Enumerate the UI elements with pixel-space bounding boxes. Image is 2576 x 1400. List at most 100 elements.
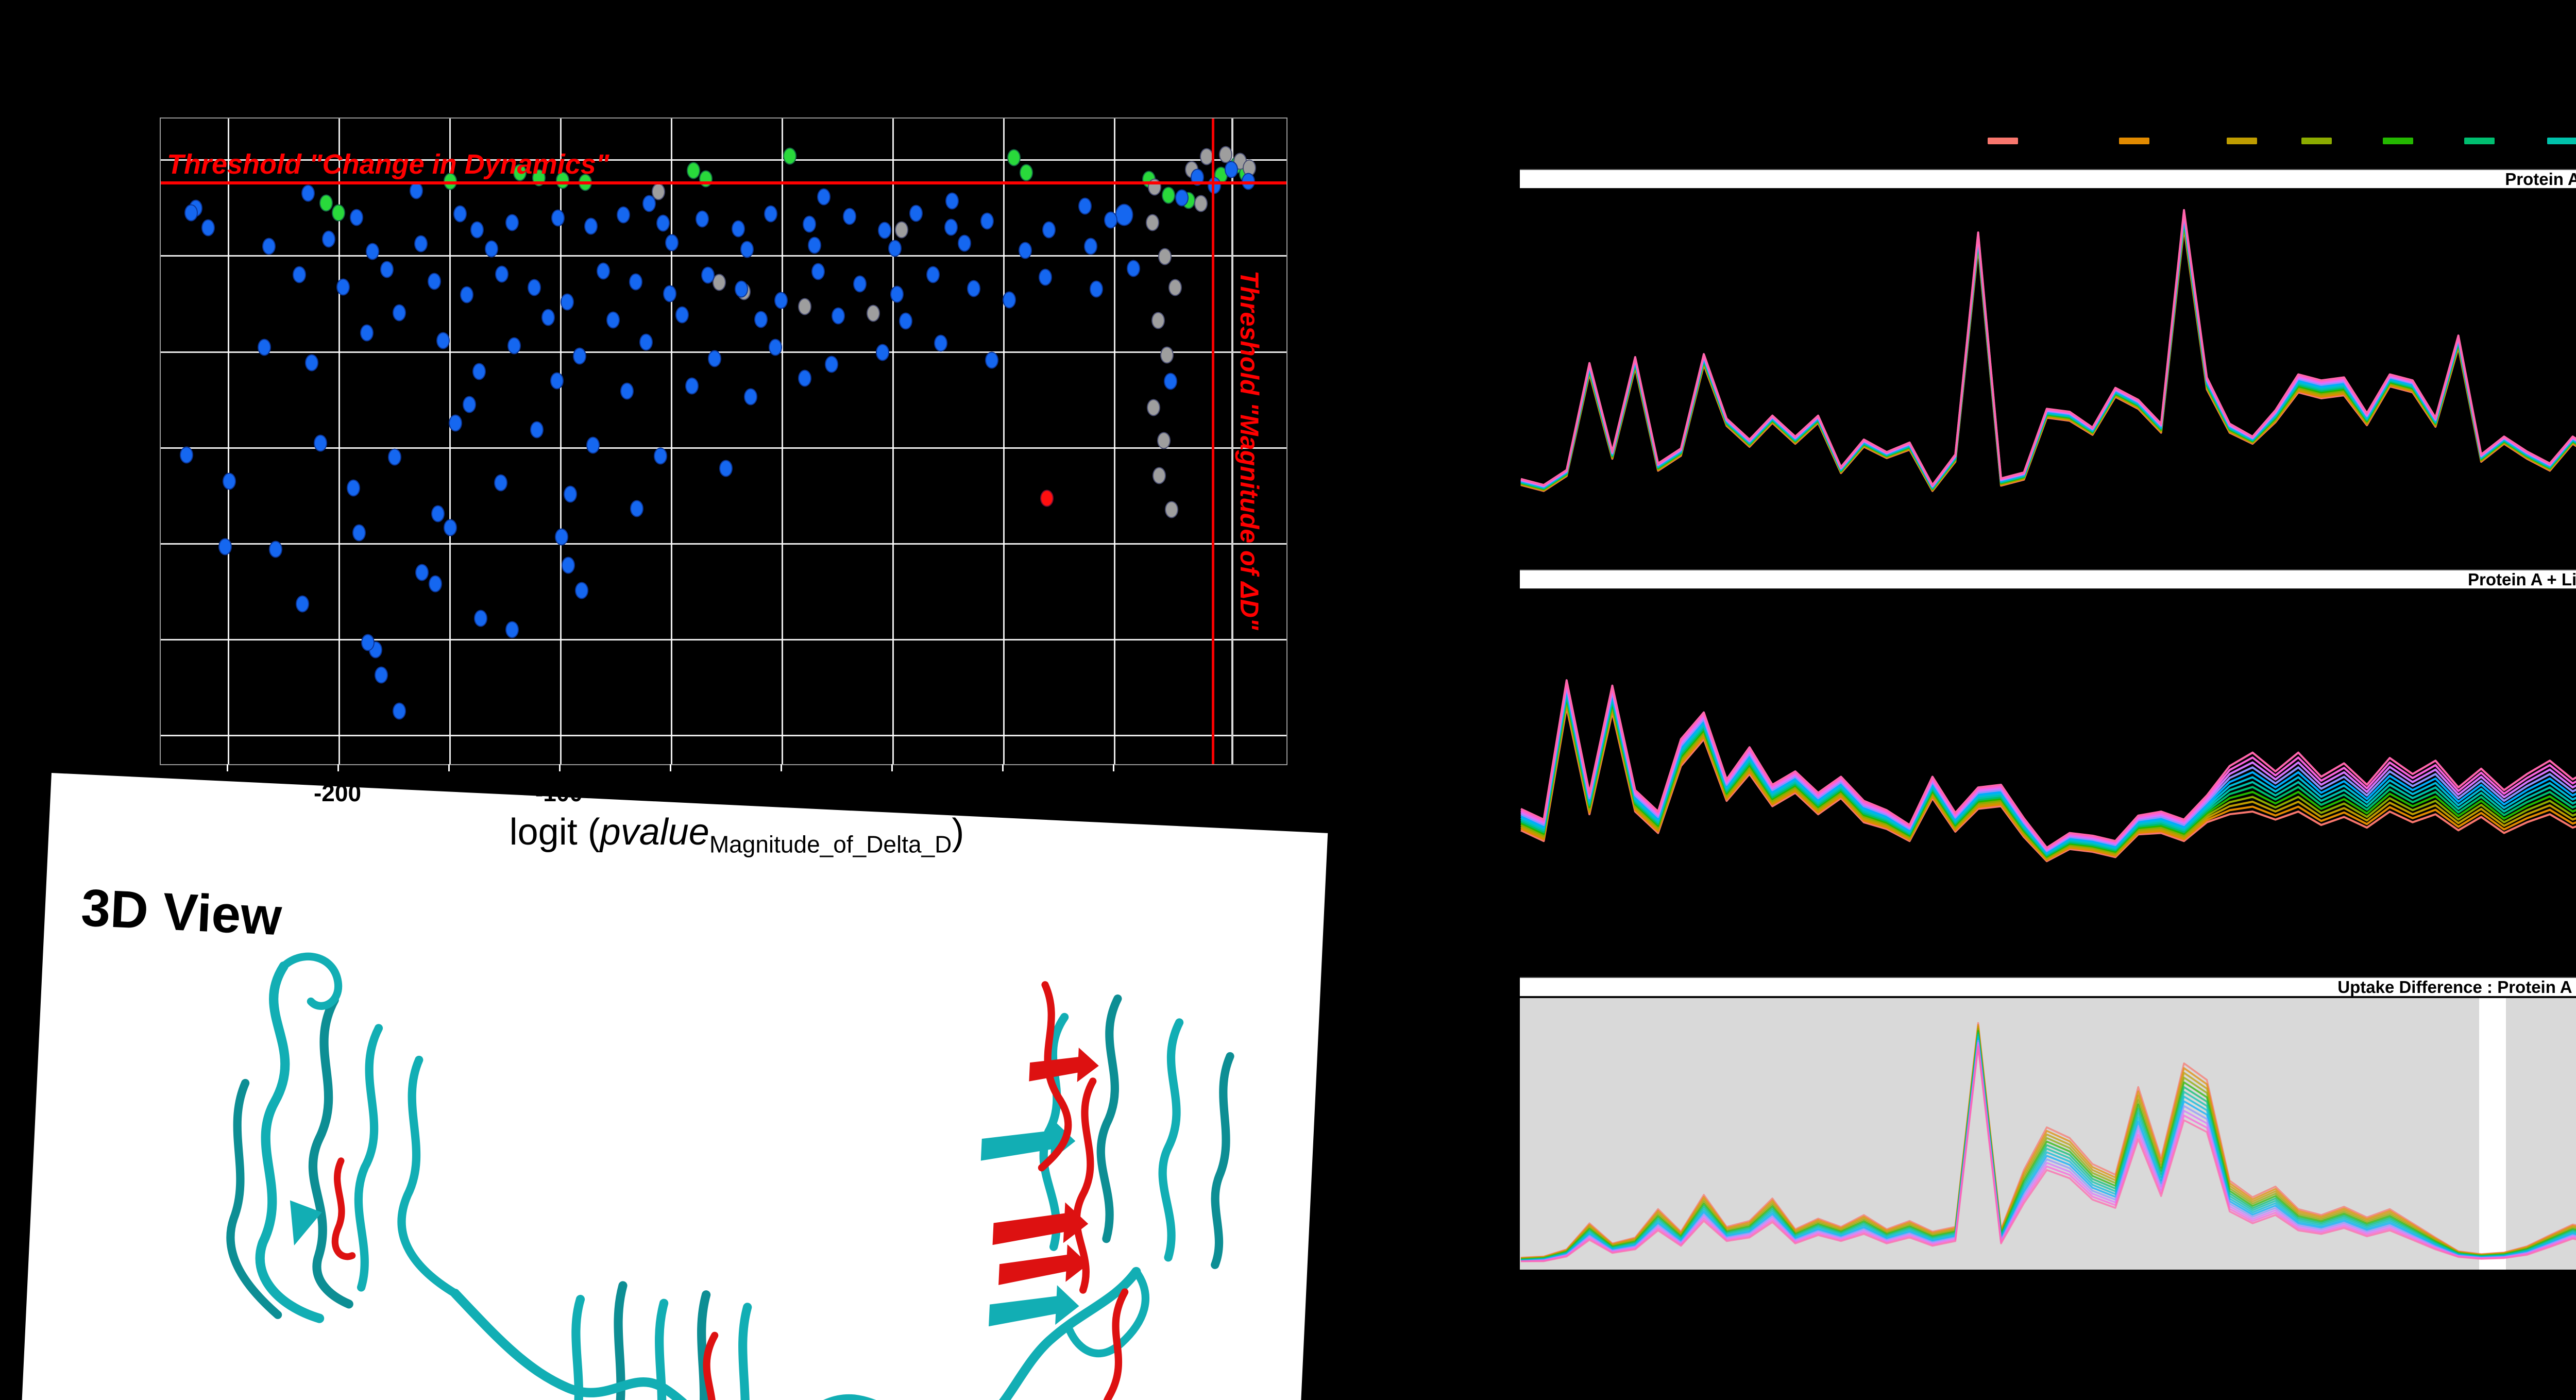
scatter-point[interactable]: [783, 147, 797, 165]
scatter-point[interactable]: [453, 205, 467, 223]
scatter-point[interactable]: [505, 214, 519, 231]
scatter-point[interactable]: [449, 414, 463, 432]
scatter-point[interactable]: [708, 350, 722, 367]
scatter-point[interactable]: [699, 170, 713, 188]
scatter-point[interactable]: [1153, 467, 1166, 484]
scatter-point[interactable]: [564, 485, 578, 503]
scatter-point[interactable]: [460, 286, 474, 303]
scatter-point[interactable]: [415, 564, 429, 581]
scatter-point[interactable]: [258, 339, 272, 356]
scatter-point[interactable]: [352, 524, 366, 542]
scatter-point[interactable]: [262, 238, 276, 255]
scatter-point[interactable]: [802, 215, 816, 233]
scatter-point[interactable]: [361, 634, 375, 651]
scatter-point[interactable]: [218, 538, 232, 555]
scatter-point[interactable]: [346, 479, 360, 497]
scatter-point[interactable]: [575, 582, 589, 599]
scatter-point[interactable]: [1157, 432, 1171, 449]
scatter-point[interactable]: [1148, 178, 1162, 196]
scatter-point[interactable]: [443, 519, 457, 536]
legend-swatch[interactable]: [2383, 138, 2413, 144]
scatter-point[interactable]: [507, 337, 521, 355]
scatter-point[interactable]: [485, 240, 499, 258]
scatter-point[interactable]: [495, 265, 509, 283]
scatter-point[interactable]: [685, 377, 699, 395]
scatter-point[interactable]: [1168, 279, 1182, 296]
scatter-point[interactable]: [769, 339, 782, 356]
uptake-chart-protein-a-ligand[interactable]: [1520, 588, 2576, 976]
scatter-point[interactable]: [584, 217, 598, 235]
uptake-difference-chart[interactable]: [1520, 996, 2576, 1400]
scatter-point[interactable]: [513, 164, 527, 181]
scatter-point[interactable]: [388, 448, 402, 466]
scatter-point[interactable]: [629, 273, 643, 291]
scatter-point[interactable]: [656, 214, 670, 232]
scatter-point[interactable]: [944, 218, 958, 235]
scatter-point[interactable]: [1020, 164, 1033, 181]
scatter-point[interactable]: [754, 311, 768, 328]
scatter-point[interactable]: [731, 220, 745, 238]
threshold-line-magnitude[interactable]: [1212, 119, 1214, 764]
scatter-point[interactable]: [617, 206, 631, 224]
scatter-point[interactable]: [1042, 221, 1056, 239]
scatter-point[interactable]: [393, 304, 406, 322]
scatter-point[interactable]: [301, 184, 315, 202]
scatter-point[interactable]: [494, 474, 507, 492]
scatter-point[interactable]: [550, 372, 564, 390]
scatter-point[interactable]: [427, 273, 441, 290]
scatter-point[interactable]: [743, 388, 757, 406]
scatter-point[interactable]: [877, 222, 891, 239]
scatter-point[interactable]: [1241, 173, 1255, 190]
scatter-point[interactable]: [1126, 260, 1140, 277]
scatter-point[interactable]: [811, 263, 825, 280]
scatter-point[interactable]: [843, 208, 857, 225]
scatter-point[interactable]: [554, 528, 568, 546]
scatter-point[interactable]: [832, 307, 845, 325]
scatter-point[interactable]: [268, 541, 282, 558]
scatter-point[interactable]: [735, 280, 749, 298]
scatter-point[interactable]: [572, 347, 586, 365]
scatter-point[interactable]: [431, 505, 445, 522]
scatter-point[interactable]: [774, 292, 788, 309]
scatter-point[interactable]: [1115, 204, 1133, 226]
scatter-point[interactable]: [380, 261, 394, 278]
scatter-point[interactable]: [365, 243, 379, 260]
scatter-point[interactable]: [808, 237, 822, 254]
scatter-point[interactable]: [890, 285, 904, 303]
scatter-point[interactable]: [1019, 242, 1032, 259]
scatter-point[interactable]: [1194, 195, 1208, 212]
scatter-point[interactable]: [701, 266, 715, 284]
scatter-point[interactable]: [958, 234, 972, 252]
scatter-point[interactable]: [695, 210, 709, 228]
scatter-point[interactable]: [375, 666, 388, 684]
scatter-point[interactable]: [1175, 189, 1189, 207]
scatter-point[interactable]: [184, 204, 198, 222]
scatter-point[interactable]: [1039, 268, 1053, 286]
scatter-point[interactable]: [296, 595, 310, 613]
scatter-point[interactable]: [712, 274, 726, 291]
scatter-point[interactable]: [1224, 161, 1238, 178]
scatter-point[interactable]: [825, 356, 839, 373]
scatter-point[interactable]: [654, 447, 668, 465]
scatter-point[interactable]: [639, 333, 653, 351]
scatter-point[interactable]: [934, 334, 948, 352]
legend-swatch[interactable]: [2119, 138, 2149, 144]
legend-swatch[interactable]: [1988, 138, 2018, 144]
scatter-point[interactable]: [1104, 211, 1118, 229]
scatter-point[interactable]: [1199, 148, 1213, 165]
scatter-point[interactable]: [350, 209, 364, 226]
scatter-point[interactable]: [180, 446, 194, 464]
scatter-point[interactable]: [663, 285, 676, 302]
scatter-point[interactable]: [1151, 312, 1165, 329]
scatter-point[interactable]: [292, 266, 306, 283]
volcano-plot[interactable]: Threshold "Change in Dynamics" Threshold…: [160, 117, 1287, 765]
scatter-point[interactable]: [1160, 346, 1174, 364]
scatter-point[interactable]: [223, 473, 236, 490]
scatter-point[interactable]: [304, 354, 318, 372]
scatter-point[interactable]: [551, 209, 565, 227]
scatter-point[interactable]: [888, 240, 902, 257]
scatter-point[interactable]: [586, 436, 600, 454]
scatter-point[interactable]: [764, 205, 778, 223]
scatter-point[interactable]: [560, 293, 574, 311]
scatter-point[interactable]: [1165, 501, 1179, 518]
